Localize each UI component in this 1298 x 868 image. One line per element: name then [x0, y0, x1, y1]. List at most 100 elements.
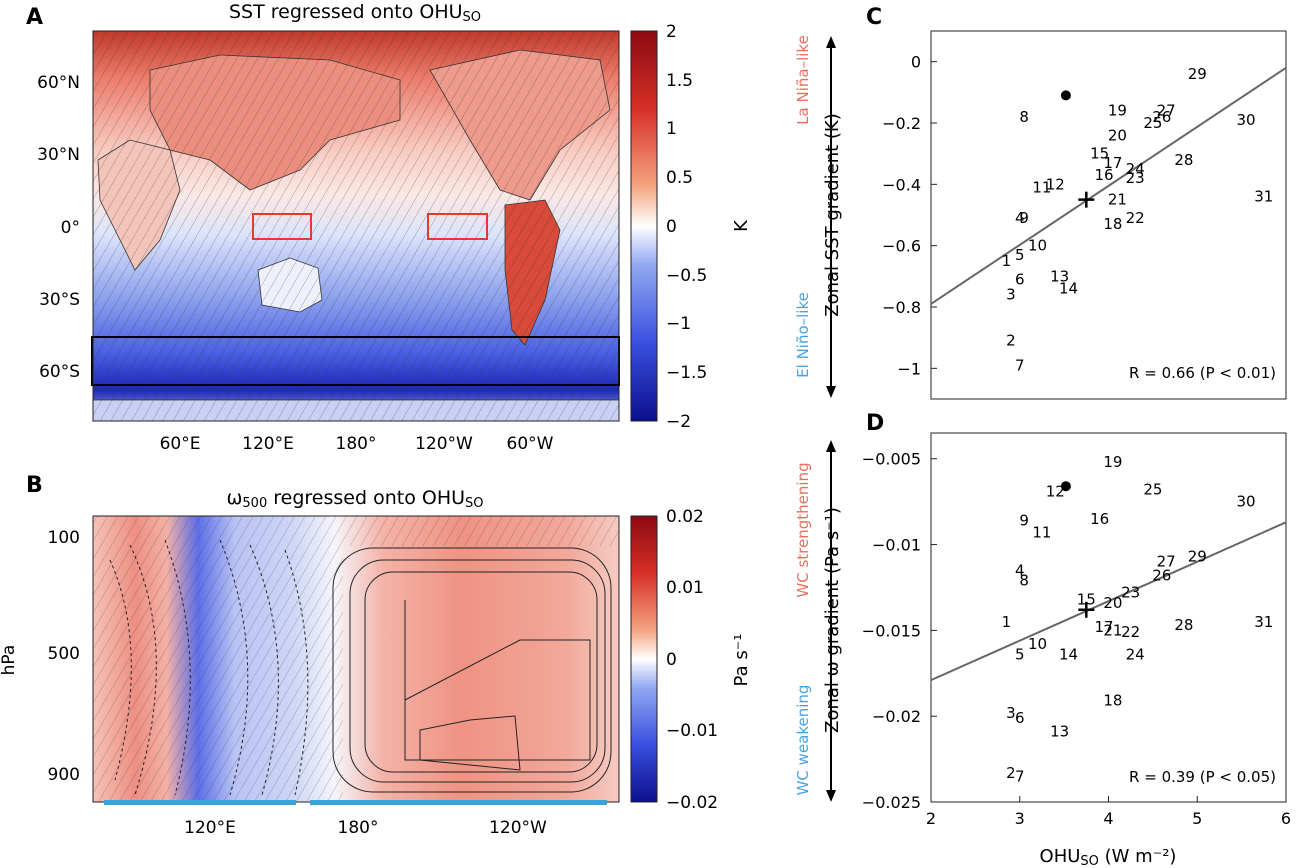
lon-tick-label: 180° [336, 434, 377, 454]
omega-cbar-tick: 0.02 [666, 507, 704, 527]
scatter-c-filled-marker [1060, 90, 1071, 101]
scatter-point-label: 23 [1126, 169, 1145, 187]
scatter-point-label: 24 [1126, 645, 1145, 663]
scatter-point-label: 9 [1019, 209, 1029, 227]
scatter-point-label: 20 [1108, 126, 1127, 144]
scatter-point-label: 29 [1188, 548, 1207, 566]
scatter-point-label: 16 [1090, 510, 1109, 528]
scatter-c-mean-marker [1078, 191, 1095, 208]
map-lon-axis: 60°E 120°E 180° 120°W 60°W [160, 434, 554, 454]
east-region-bar [310, 800, 607, 805]
omega-cbar-tick: −0.01 [666, 721, 718, 741]
cbar-tick-label: 2 [666, 22, 677, 42]
lon-tick-label: 120°E [242, 434, 294, 454]
scatter-point-label: 7 [1015, 356, 1025, 374]
omega-y-tick: 100 [48, 528, 80, 548]
map-lat-axis: 60°N 30°N 0° 30°S 60°S [37, 73, 80, 382]
scatter-point-label: 23 [1121, 584, 1140, 602]
omega-colorbar: 0.02 0.01 0 −0.01 −0.02 Pa s⁻¹ [630, 507, 752, 813]
cbar-tick-label: −0.5 [666, 266, 707, 286]
scatter-d-ylabel-top: WC strengthening [794, 462, 812, 597]
omega-cbar-tick: 0 [666, 650, 677, 670]
omega-hatching-top [343, 516, 619, 546]
y-tick-label: −0.015 [862, 621, 921, 640]
scatter-point-label: 1 [1002, 613, 1012, 631]
scatter-d-arrow-up [826, 440, 836, 452]
scatter-point-label: 9 [1019, 512, 1029, 530]
y-tick-label: 0 [911, 53, 921, 72]
omega-section [92, 515, 620, 805]
scatter-c-points: 1234567891011121314151617181920212223242… [1002, 65, 1274, 374]
scatter-point-label: 17 [1095, 618, 1114, 636]
x-tick-label: 4 [1103, 809, 1113, 828]
scatter-d-fit-line [930, 521, 1287, 682]
omega-cbar-tick: 0.01 [666, 578, 704, 598]
scatter-point-label: 26 [1152, 566, 1171, 584]
scatter-point-label: 3 [1006, 704, 1016, 722]
omega-y-tick: 900 [48, 765, 80, 785]
scatter-point-label: 4 [1015, 561, 1025, 579]
scatter-point-label: 1 [1002, 252, 1012, 270]
scatter-point-label: 20 [1103, 594, 1122, 612]
scatter-d-ylabel: Zonal ω gradient (Pa s⁻¹) [822, 507, 843, 733]
map-title: SST regressed onto OHUSO [229, 1, 481, 25]
x-tick-label: 6 [1281, 809, 1291, 828]
scatter-point-label: 31 [1254, 613, 1273, 631]
map-colorbar-bar [630, 30, 658, 422]
y-tick-label: −0.005 [862, 450, 921, 469]
omega-hatching [93, 516, 343, 802]
scatter-point-label: 19 [1108, 102, 1127, 120]
x-tick-label: 3 [1015, 809, 1025, 828]
map-colorbar-unit: K [731, 219, 752, 232]
lon-tick-label: 60°E [160, 434, 201, 454]
significance-hatching [93, 31, 619, 421]
scatter-point-label: 5 [1015, 246, 1025, 264]
scatter-point-label: 2 [1006, 332, 1016, 350]
omega-colorbar-bar [630, 515, 658, 803]
omega-y-axis: 100 500 900 [48, 528, 80, 785]
scatter-point-label: 6 [1015, 709, 1025, 727]
y-tick-label: −0.4 [882, 175, 921, 194]
sst-map-frame [92, 30, 620, 422]
lat-tick-label: 30°N [37, 145, 80, 165]
map-colorbar: 2 1.5 1 0.5 0 −0.5 −1 −1.5 −2 K [630, 22, 752, 432]
scatter-point-label: 8 [1019, 108, 1029, 126]
scatter-d-xlabel: OHUSO (W m⁻²) [1040, 846, 1177, 868]
scatter-d-ylabel-bottom: WC weakening [794, 685, 812, 796]
scatter-d-points: 1234567891011121314151617181920212223242… [1002, 453, 1274, 785]
y-tick-label: −0.6 [882, 237, 921, 256]
scatter-c-ylabel-top: La Niña–like [794, 35, 812, 125]
scatter-point-label: 21 [1108, 191, 1127, 209]
lon-tick-label: 120°W [415, 434, 473, 454]
omega-cbar-tick: −0.02 [666, 793, 718, 813]
west-pacific-box [252, 213, 312, 240]
scatter-point-label: 19 [1103, 453, 1122, 471]
scatter-point-label: 17 [1103, 154, 1122, 172]
scatter-point-label: 22 [1126, 209, 1145, 227]
omega-x-axis: 120°E 180° 120°W [184, 818, 547, 838]
scatter-d-mean-marker [1078, 601, 1095, 618]
y-tick-label: −1 [897, 359, 921, 378]
panel-d-label: D [866, 411, 884, 436]
scatter-point-label: 10 [1028, 237, 1047, 255]
west-region-bar [104, 800, 296, 805]
lat-tick-label: 60°S [39, 362, 80, 382]
panel-c-label: C [866, 5, 882, 30]
scatter-c-arrow-down [826, 386, 836, 398]
scatter-point-label: 15 [1077, 590, 1096, 608]
scatter-point-label: 14 [1059, 280, 1078, 298]
cbar-tick-label: 0.5 [666, 168, 693, 188]
panel-b-label: B [26, 473, 43, 498]
lat-tick-label: 60°N [37, 73, 80, 93]
scatter-point-label: 25 [1143, 114, 1162, 132]
scatter-point-label: 24 [1126, 160, 1145, 178]
cbar-tick-label: 0 [666, 217, 677, 237]
omega-contours [109, 539, 612, 796]
scatter-point-label: 7 [1015, 767, 1025, 785]
lat-tick-label: 30°S [39, 290, 80, 310]
scatter-point-label: 27 [1157, 553, 1176, 571]
scatter-point-label: 14 [1059, 645, 1078, 663]
scatter-c-arrow-up [826, 36, 836, 48]
